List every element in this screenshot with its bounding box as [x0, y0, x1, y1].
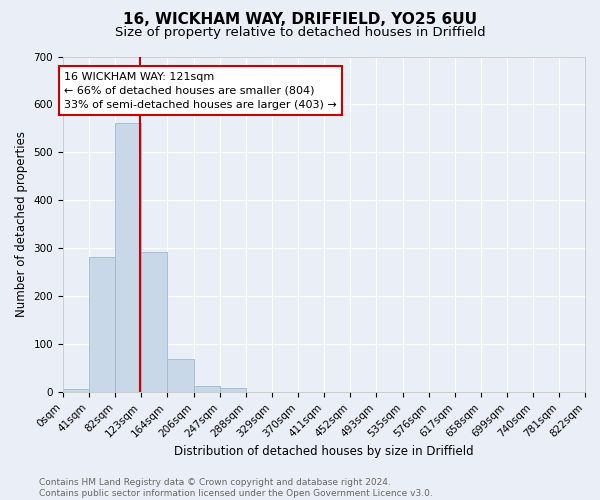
- Y-axis label: Number of detached properties: Number of detached properties: [15, 132, 28, 318]
- Text: Contains HM Land Registry data © Crown copyright and database right 2024.
Contai: Contains HM Land Registry data © Crown c…: [39, 478, 433, 498]
- Bar: [220, 388, 246, 392]
- Bar: [89, 256, 115, 392]
- Bar: [63, 388, 89, 392]
- Bar: [115, 122, 141, 392]
- Text: 16 WICKHAM WAY: 121sqm
← 66% of detached houses are smaller (804)
33% of semi-de: 16 WICKHAM WAY: 121sqm ← 66% of detached…: [64, 72, 337, 110]
- Text: 16, WICKHAM WAY, DRIFFIELD, YO25 6UU: 16, WICKHAM WAY, DRIFFIELD, YO25 6UU: [123, 12, 477, 28]
- Bar: [141, 252, 167, 392]
- Bar: [167, 359, 194, 392]
- X-axis label: Distribution of detached houses by size in Driffield: Distribution of detached houses by size …: [174, 444, 474, 458]
- Text: Size of property relative to detached houses in Driffield: Size of property relative to detached ho…: [115, 26, 485, 39]
- Bar: [194, 386, 220, 392]
